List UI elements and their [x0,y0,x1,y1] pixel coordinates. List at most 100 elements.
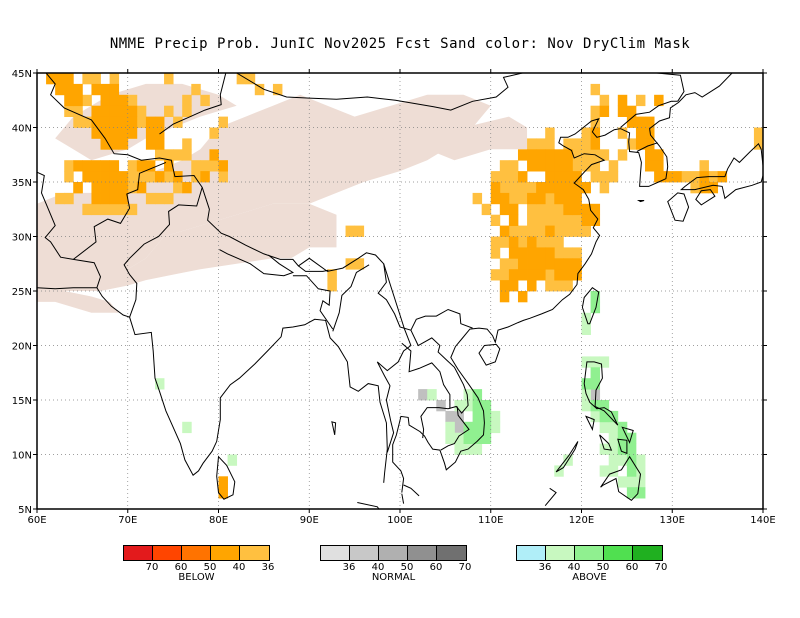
below-36-cell [563,138,573,150]
below-40-cell [109,94,120,107]
above-36-cell [626,476,637,488]
below-36-cell [254,83,265,96]
below-40-cell [527,280,537,292]
below-40-cell [527,160,537,172]
below-40-cell [536,182,546,194]
below-40-cell [100,94,110,107]
legend-value-label: 70 [145,562,159,573]
below-40-cell [590,127,601,139]
below-36-cell [327,269,337,281]
below-36-cell [590,105,601,117]
below-36-cell [64,192,74,205]
below-36-cell [536,236,546,248]
above-40-cell [481,421,492,434]
lat-label: 25N [12,287,32,298]
visayas-island [599,434,613,451]
below-40-cell [536,160,546,172]
below-36-cell [127,94,138,107]
below-40-cell [55,73,65,85]
jeju-island [636,200,645,203]
below-40-cell [645,160,655,172]
below-40-cell [136,182,147,194]
below-40-cell [536,247,546,259]
above-40-cell [463,432,473,444]
below-36-cell [545,138,555,150]
below-40-cell [164,160,174,172]
laos-thailand-border [401,342,451,409]
legend-below: 70 60 50 40 36 BELOW [123,545,275,583]
below-36-cell [64,171,74,183]
below-40-cell [118,116,129,128]
below-40-cell [536,149,546,161]
luzon-coast [583,361,619,426]
below-40-cell [154,116,165,128]
above-40-cell [626,443,637,455]
below-36-cell [118,203,129,216]
lat-label: 35N [12,178,32,189]
below-36-cell [499,160,510,172]
below-36-cell [572,149,582,161]
below-40-cell [645,149,655,161]
below-40-cell [91,116,101,128]
below-40-cell [536,192,546,205]
below-36-cell [118,73,129,74]
above-40-cell [472,389,483,401]
below-36-cell [82,203,92,216]
below-36-cell [209,127,219,139]
legend-color-bar [123,545,270,561]
above-36-cell [608,454,619,466]
below-40-cell [554,171,564,183]
below-36-cell [527,203,537,216]
below-40-cell [527,258,537,270]
below-36-cell [508,182,519,194]
below-40-cell [91,192,101,205]
dry-mask-region [37,94,491,291]
above-36-cell [608,421,619,434]
above-40-cell [472,410,483,423]
below-36-cell [272,83,283,96]
above-40-cell [617,443,628,455]
below-36-cell [572,160,582,172]
legend-swatch [437,546,466,560]
below-40-cell [654,149,664,161]
below-36-cell [109,203,120,216]
legend-swatch [546,546,575,560]
legend-value-label: 50 [596,562,610,573]
below-36-cell [517,192,528,205]
below-36-cell [164,105,174,117]
below-40-cell [572,269,582,281]
below-40-cell [536,269,546,281]
below-36-cell [536,225,546,237]
below-40-cell [118,105,129,117]
russia-china-border [656,73,685,102]
below-36-cell [191,171,201,183]
legend-swatch [575,546,604,560]
above-36-cell [554,465,564,477]
above-40-cell [590,291,601,303]
below-36-cell [164,171,174,183]
below-36-cell [173,149,183,161]
below-40-cell [100,83,110,96]
below-36-cell [581,127,591,139]
below-36-cell [127,182,138,194]
below-40-cell [545,247,555,259]
below-36-cell [499,258,510,270]
below-36-cell [182,94,192,107]
below-40-cell [100,160,110,172]
below-36-cell [617,149,628,161]
legend-swatch [153,546,182,560]
above-40-cell [481,400,492,412]
below-36-cell [608,171,619,183]
below-40-cell [654,160,664,172]
legend-swatch [211,546,240,560]
lat-label: 40N [12,124,32,135]
below-36-cell [545,192,555,205]
below-36-cell [472,192,483,205]
below-36-cell [608,160,619,172]
legend-values: 70 60 50 40 36 [123,561,275,573]
below-36-cell [545,269,555,281]
below-40-cell [617,94,628,107]
below-36-cell [173,182,183,194]
legend-above: 36 40 50 60 70 ABOVE [516,545,667,583]
